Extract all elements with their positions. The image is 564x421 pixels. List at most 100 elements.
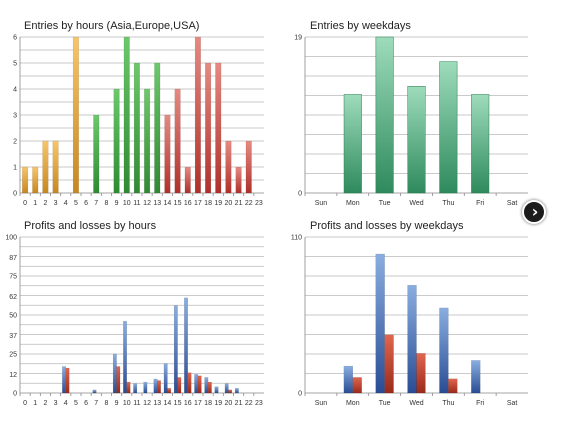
x-tick-label: 20: [225, 200, 233, 207]
profit-bar-13: [153, 378, 158, 394]
bar-20: [225, 140, 232, 194]
loss-bar-14: [167, 388, 172, 394]
x-tick-label: Sun: [315, 200, 328, 207]
x-tick-label: 20: [225, 400, 233, 407]
bar-22: [245, 140, 252, 194]
x-tick-label: 17: [194, 400, 202, 407]
bar-0: [22, 166, 29, 194]
y-tick-label: 2: [13, 139, 17, 146]
x-tick-label: 22: [245, 200, 253, 207]
loss-bar-Mon: [352, 377, 362, 394]
y-tick-label: 87: [9, 255, 17, 262]
loss-bar-Wed: [416, 353, 426, 394]
x-tick-label: 10: [123, 400, 131, 407]
x-tick-label: Fri: [476, 200, 485, 207]
x-tick-label: Sun: [315, 400, 328, 407]
profit-bar-18: [204, 377, 209, 394]
x-tick-label: 6: [84, 200, 88, 207]
y-tick-label: 19: [294, 35, 302, 42]
bar-Tue: [375, 36, 394, 194]
y-tick-label: 50: [9, 313, 17, 320]
loss-bar-13: [157, 380, 161, 394]
x-tick-label: 3: [54, 200, 58, 207]
x-tick-label: 23: [255, 400, 263, 407]
bar-21: [235, 166, 242, 194]
y-tick-label: 0: [13, 391, 17, 398]
x-tick-label: Tue: [379, 400, 391, 407]
chart-title: Profits and losses by weekdays: [310, 220, 464, 232]
loss-bar-16: [187, 372, 192, 394]
chart-title: Entries by hours (Asia,Europe,USA): [24, 20, 199, 32]
profit-bar-10: [123, 321, 127, 394]
x-tick-label: 16: [184, 200, 192, 207]
x-tick-label: 2: [43, 400, 47, 407]
x-tick-label: Sat: [507, 200, 518, 207]
loss-bar-17: [197, 375, 202, 394]
x-tick-label: 0: [23, 200, 27, 207]
bar-11: [133, 62, 140, 194]
x-tick-label: 15: [174, 400, 182, 407]
x-tick-label: 12: [143, 200, 151, 207]
x-tick-label: 0: [23, 400, 27, 407]
loss-bar-15: [177, 377, 182, 394]
x-tick-label: Thu: [442, 400, 454, 407]
y-tick-label: 4: [13, 87, 17, 94]
y-tick-label: 25: [9, 352, 17, 359]
x-tick-label: 7: [94, 200, 98, 207]
x-tick-label: 14: [164, 400, 172, 407]
loss-bar-18: [207, 381, 212, 394]
chart-entries-by-weekdays: Entries by weekdays 0 19 Sun Mon Tue Wed Thu Fri…: [294, 20, 528, 207]
loss-bar-20: [228, 389, 233, 394]
x-tick-label: Sat: [507, 400, 518, 407]
x-tick-label: Wed: [409, 400, 423, 407]
y-tick-label: 110: [291, 235, 302, 242]
chart-title: Profits and losses by hours: [24, 220, 157, 232]
y-tick-label: 0: [298, 391, 302, 398]
y-tick-label: 75: [9, 274, 17, 281]
profit-bar-Tue: [375, 253, 385, 394]
chevron-right-icon: ›: [531, 202, 539, 221]
profit-bar-Thu: [439, 307, 449, 394]
profit-bar-4: [62, 366, 66, 394]
bar-13: [154, 62, 161, 194]
x-tick-label: 11: [133, 400, 140, 407]
bar-2: [42, 140, 49, 194]
profit-bar-20: [224, 383, 229, 394]
x-tick-label: 9: [115, 400, 119, 407]
y-tick-label: 12: [9, 372, 17, 379]
profit-bar-7: [92, 389, 97, 394]
y-tick-label: 6: [13, 35, 17, 42]
x-tick-label: 8: [104, 200, 108, 207]
x-tick-label: 6: [84, 400, 88, 407]
bar-7: [93, 114, 100, 194]
profit-bar-Wed: [407, 285, 417, 394]
x-tick-label: Thu: [442, 200, 454, 207]
chart-entries-by-hours: Entries by hours (Asia,Europe,USA)012345…: [13, 20, 264, 207]
bar-5: [72, 36, 79, 194]
x-tick-label: 10: [123, 200, 131, 207]
x-tick-label: 13: [153, 400, 161, 407]
chart-profits-losses-by-hours: Profits and losses by hours0122537506275…: [5, 220, 264, 407]
y-tick-label: 5: [13, 61, 17, 68]
x-tick-label: 4: [64, 400, 68, 407]
x-tick-label: 18: [204, 400, 212, 407]
x-tick-label: 14: [164, 200, 172, 207]
x-tick-label: 21: [235, 400, 243, 407]
chart-profits-losses-by-weekdays: Profits and losses by weekdays 0 110 Sun Mon…: [291, 220, 528, 407]
x-tick-label: Mon: [346, 400, 360, 407]
bar-14: [164, 114, 171, 194]
bar-Fri: [471, 94, 490, 194]
x-tick-label: 19: [214, 400, 222, 407]
x-tick-label: 16: [184, 400, 192, 407]
profit-bar-16: [184, 297, 188, 394]
bar-18: [205, 62, 212, 194]
y-tick-label: 62: [9, 294, 17, 301]
x-tick-label: 23: [255, 200, 263, 207]
profit-bar-9: [112, 353, 117, 394]
x-tick-label: 4: [64, 200, 68, 207]
x-tick-label: 3: [54, 400, 58, 407]
x-tick-label: 15: [174, 200, 182, 207]
next-button[interactable]: ›: [522, 200, 546, 224]
profit-bar-Mon: [343, 365, 353, 394]
